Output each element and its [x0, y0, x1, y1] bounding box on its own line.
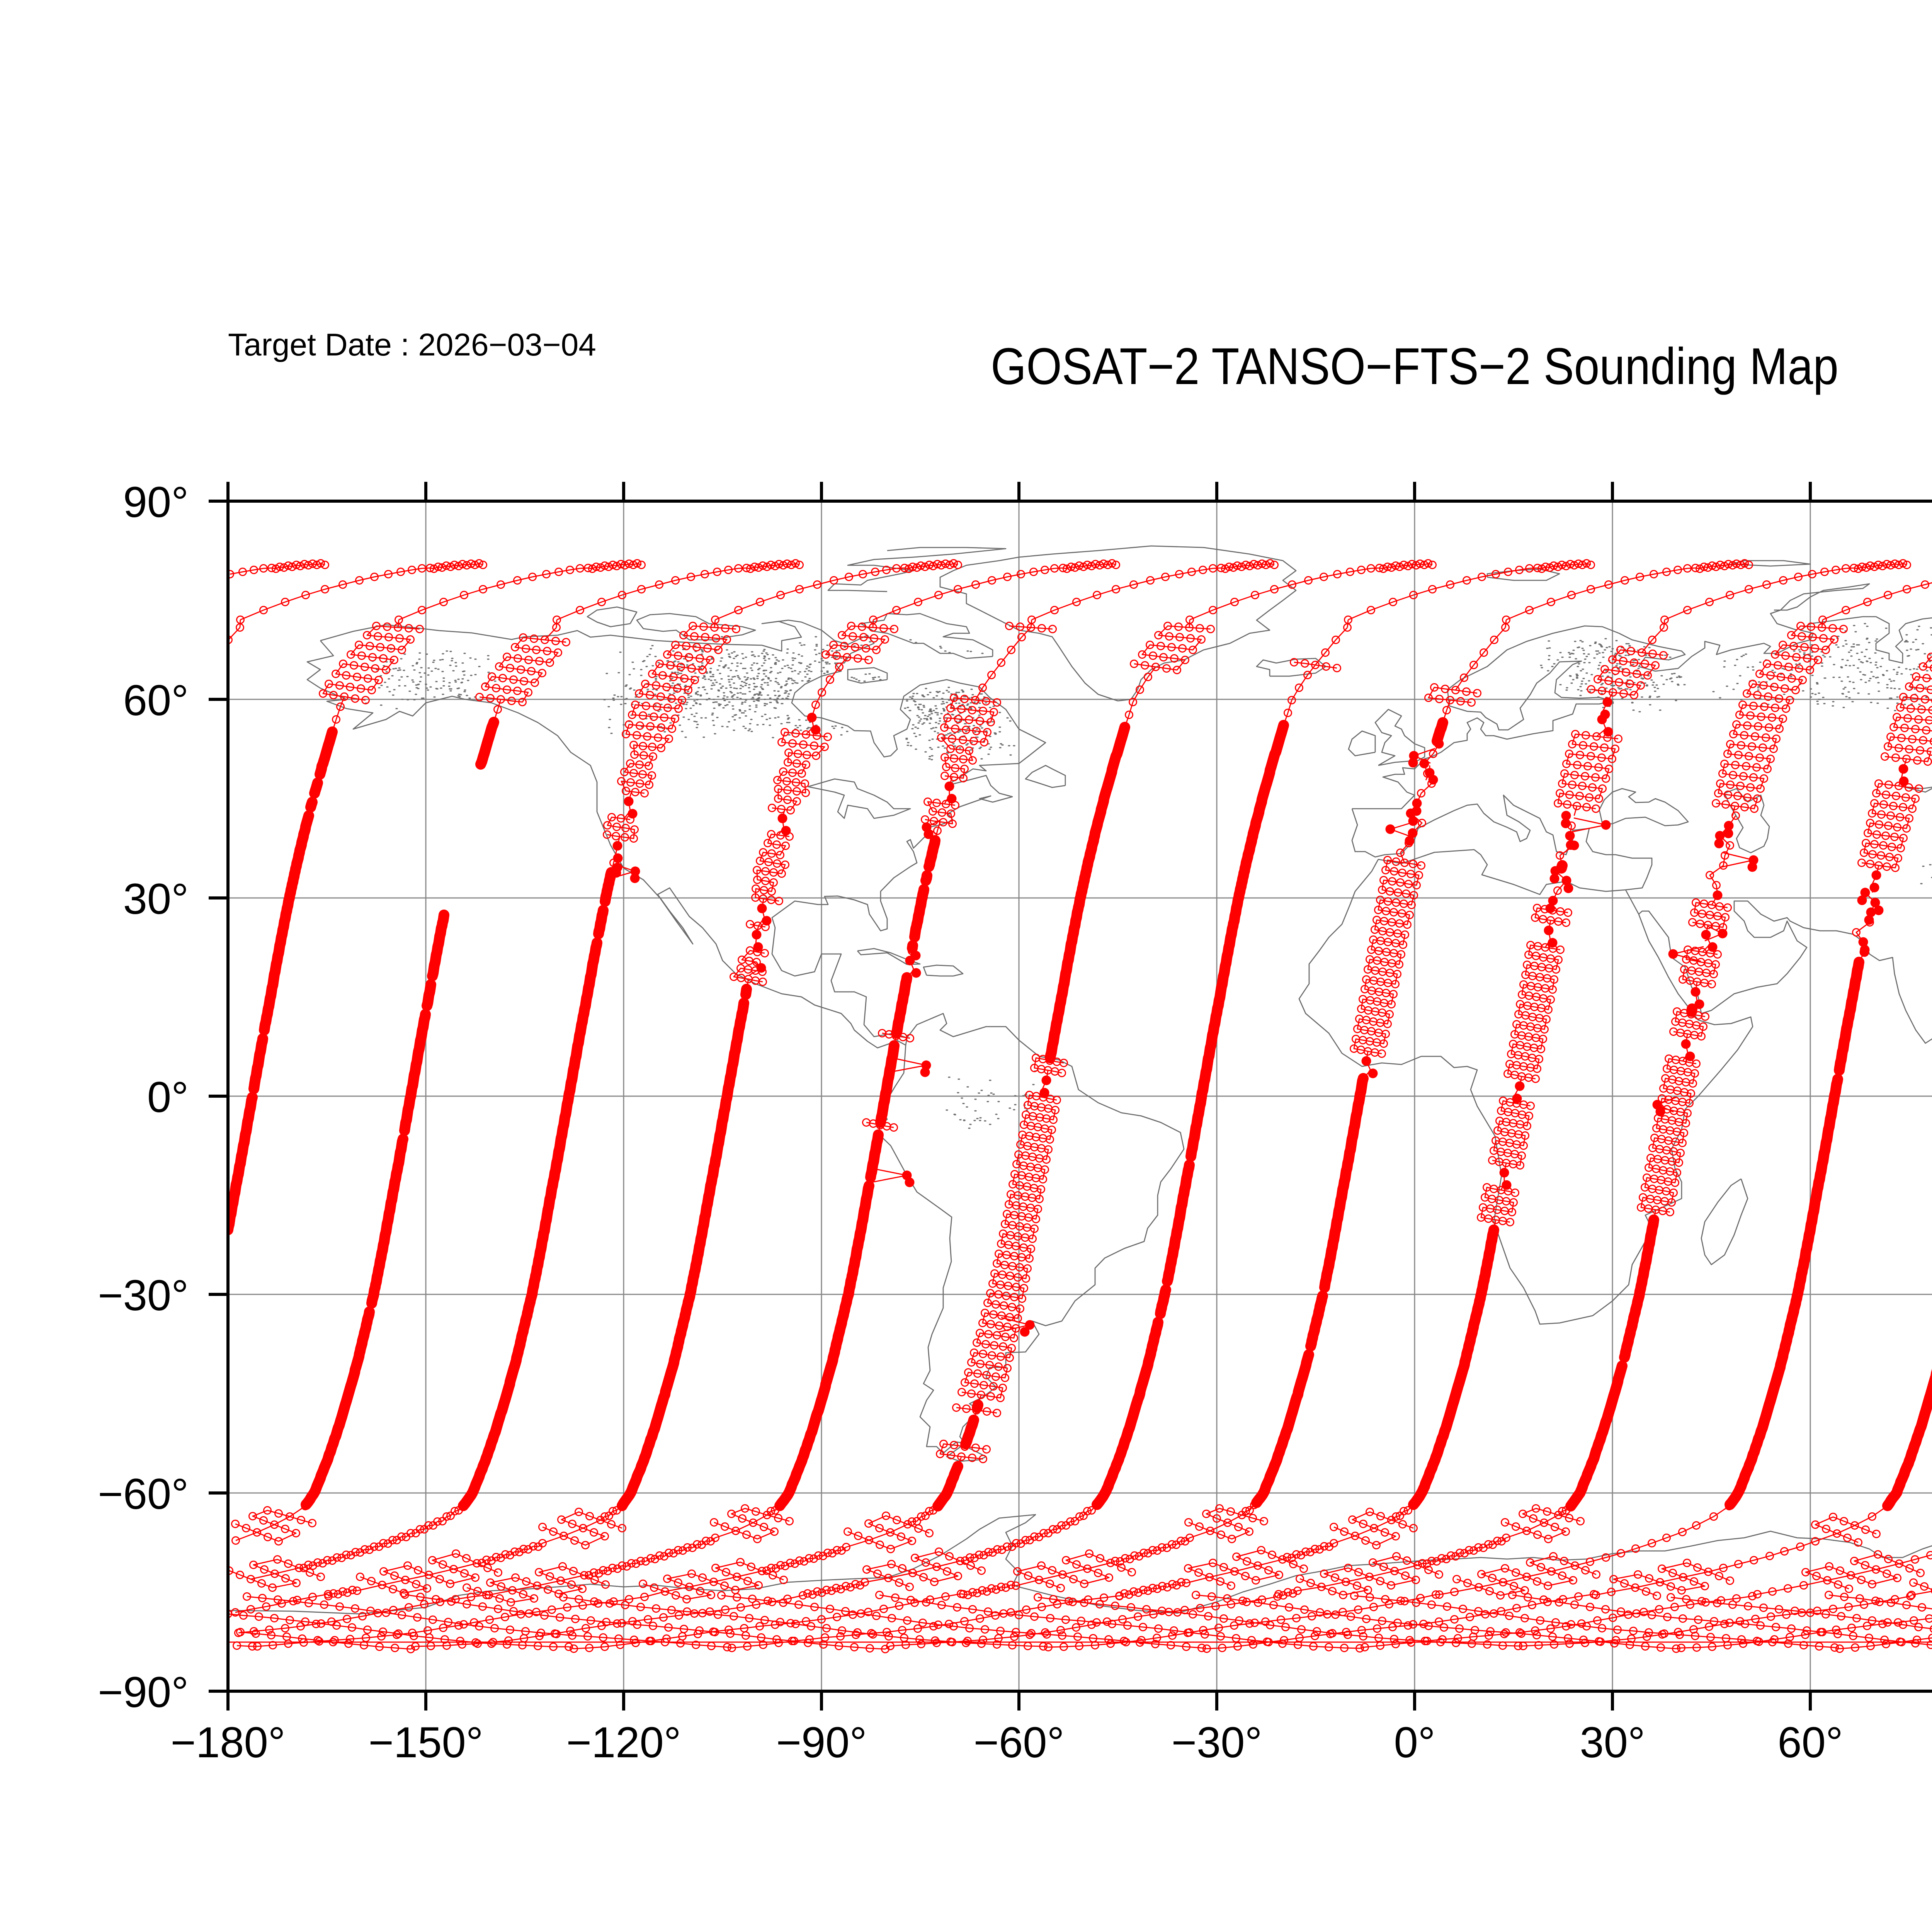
- svg-text:Target Date : 2026−03−04: Target Date : 2026−03−04: [228, 327, 596, 362]
- svg-text:−150°: −150°: [368, 1718, 483, 1767]
- svg-text:0°: 0°: [1394, 1718, 1435, 1767]
- svg-text:60°: 60°: [123, 676, 189, 724]
- svg-text:−60°: −60°: [98, 1470, 189, 1518]
- svg-text:−180°: −180°: [170, 1718, 285, 1767]
- svg-text:90°: 90°: [123, 478, 189, 526]
- svg-text:GOSAT−2 TANSO−FTS−2 Sounding M: GOSAT−2 TANSO−FTS−2 Sounding Map: [991, 338, 1838, 395]
- svg-text:−90°: −90°: [98, 1668, 189, 1716]
- svg-text:0°: 0°: [147, 1073, 189, 1121]
- svg-text:−30°: −30°: [1172, 1718, 1262, 1767]
- svg-text:−120°: −120°: [566, 1718, 681, 1767]
- svg-text:60°: 60°: [1777, 1718, 1843, 1767]
- svg-text:−30°: −30°: [98, 1271, 189, 1319]
- svg-text:30°: 30°: [123, 875, 189, 923]
- svg-text:−60°: −60°: [974, 1718, 1065, 1767]
- svg-text:−90°: −90°: [776, 1718, 867, 1767]
- svg-text:30°: 30°: [1580, 1718, 1645, 1767]
